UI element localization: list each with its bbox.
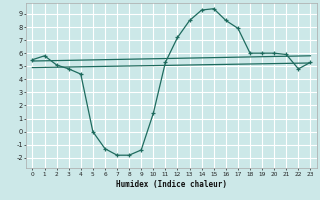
X-axis label: Humidex (Indice chaleur): Humidex (Indice chaleur) [116, 180, 227, 189]
